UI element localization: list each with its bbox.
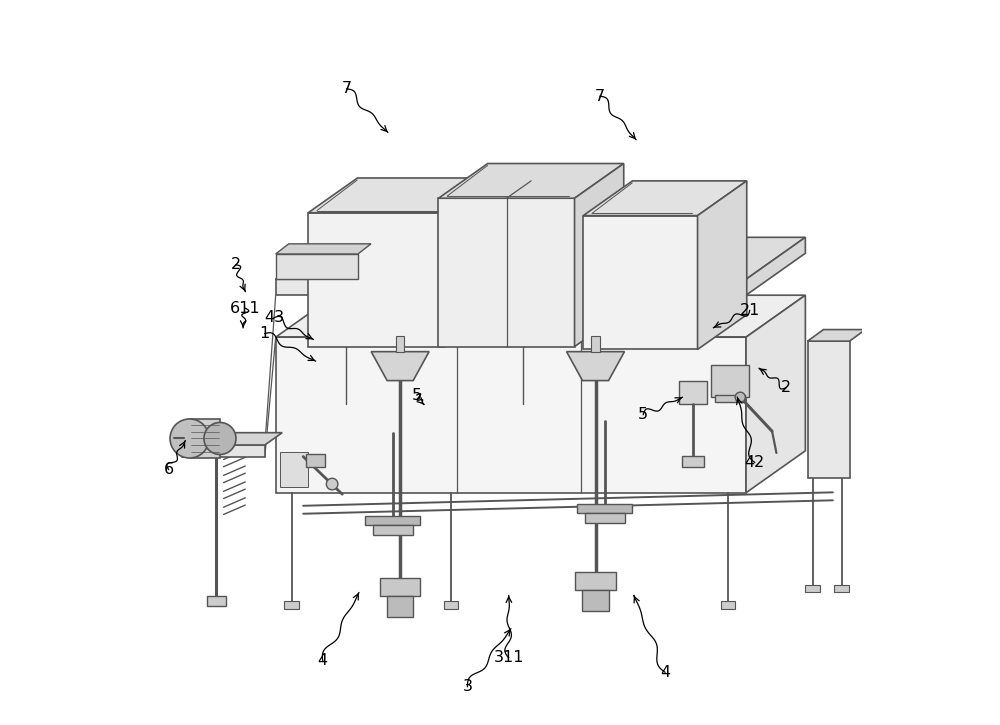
Bar bbox=[805, 584, 820, 592]
Bar bbox=[280, 452, 308, 487]
Bar bbox=[711, 365, 749, 397]
Circle shape bbox=[170, 419, 209, 458]
Text: 42: 42 bbox=[745, 455, 765, 470]
Polygon shape bbox=[276, 295, 805, 337]
Polygon shape bbox=[575, 164, 624, 347]
Text: 43: 43 bbox=[264, 310, 284, 325]
Text: 7: 7 bbox=[595, 88, 605, 104]
Bar bbox=[721, 601, 735, 608]
Circle shape bbox=[204, 423, 236, 455]
Text: 7: 7 bbox=[342, 81, 352, 96]
Bar bbox=[182, 445, 265, 457]
Text: 21: 21 bbox=[739, 303, 760, 318]
Polygon shape bbox=[583, 181, 747, 215]
Polygon shape bbox=[746, 295, 805, 493]
Bar bbox=[577, 505, 632, 513]
Polygon shape bbox=[746, 237, 805, 295]
Bar bbox=[582, 589, 609, 611]
Polygon shape bbox=[371, 352, 429, 381]
Polygon shape bbox=[449, 190, 494, 328]
Polygon shape bbox=[700, 185, 745, 323]
Text: 611: 611 bbox=[230, 301, 261, 315]
Polygon shape bbox=[698, 181, 747, 349]
Polygon shape bbox=[567, 352, 624, 381]
Bar bbox=[575, 572, 616, 589]
Bar bbox=[276, 254, 358, 279]
Polygon shape bbox=[308, 178, 493, 212]
Bar bbox=[715, 395, 745, 402]
Bar bbox=[276, 279, 746, 295]
Text: 6: 6 bbox=[164, 462, 174, 477]
Bar bbox=[583, 215, 698, 349]
Bar bbox=[365, 516, 420, 525]
Bar bbox=[332, 220, 449, 328]
Circle shape bbox=[326, 478, 338, 490]
Polygon shape bbox=[808, 330, 865, 341]
Polygon shape bbox=[332, 190, 494, 220]
Polygon shape bbox=[276, 244, 371, 254]
Bar bbox=[585, 513, 625, 523]
Circle shape bbox=[735, 392, 745, 402]
Text: 311: 311 bbox=[493, 650, 524, 666]
Bar bbox=[380, 578, 420, 595]
Text: 3: 3 bbox=[462, 679, 472, 694]
Bar bbox=[591, 336, 600, 352]
Text: 1: 1 bbox=[260, 326, 270, 341]
Bar bbox=[679, 381, 707, 405]
Bar bbox=[284, 601, 299, 608]
Text: 4: 4 bbox=[318, 653, 328, 668]
Bar bbox=[276, 337, 746, 493]
Bar bbox=[373, 525, 413, 535]
Bar bbox=[396, 336, 404, 352]
Polygon shape bbox=[444, 178, 493, 347]
Bar bbox=[682, 456, 704, 468]
Bar bbox=[808, 341, 850, 478]
Polygon shape bbox=[182, 433, 282, 445]
Bar bbox=[190, 419, 220, 458]
Text: 2: 2 bbox=[231, 257, 241, 273]
Bar bbox=[306, 454, 325, 467]
Polygon shape bbox=[585, 185, 745, 215]
Bar bbox=[308, 212, 444, 347]
Polygon shape bbox=[438, 164, 624, 198]
Text: 4: 4 bbox=[660, 665, 670, 680]
Bar bbox=[438, 198, 575, 347]
Bar bbox=[207, 596, 226, 606]
Text: 2: 2 bbox=[781, 381, 791, 395]
Bar bbox=[585, 215, 700, 323]
Bar bbox=[444, 601, 458, 608]
Text: 5: 5 bbox=[638, 407, 648, 422]
Text: 5: 5 bbox=[412, 388, 422, 402]
Bar bbox=[834, 584, 849, 592]
Bar bbox=[387, 595, 413, 617]
Polygon shape bbox=[276, 237, 805, 279]
